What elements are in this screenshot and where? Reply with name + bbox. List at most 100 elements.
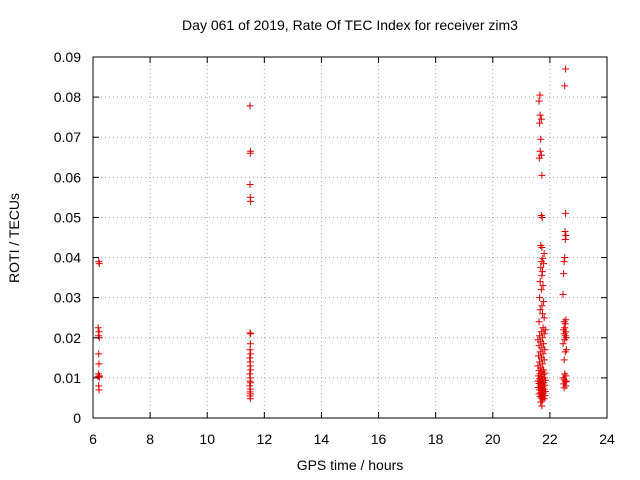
data-point-marker	[538, 272, 546, 280]
data-point-marker	[538, 171, 546, 179]
data-point-marker	[538, 334, 546, 342]
x-tick-label: 8	[146, 431, 154, 447]
data-point-marker	[538, 310, 546, 318]
y-tick-label: 0.09	[54, 49, 81, 65]
data-point-marker	[537, 115, 545, 123]
data-point-marker	[562, 65, 570, 73]
data-point-marker	[536, 392, 544, 400]
data-point-marker	[541, 388, 549, 396]
data-point-marker	[95, 260, 103, 268]
data-point-marker	[95, 350, 103, 358]
x-tick-label: 14	[314, 431, 330, 447]
data-point-marker	[246, 329, 254, 337]
x-tick-label: 22	[542, 431, 558, 447]
x-tick-label: 6	[89, 431, 97, 447]
data-point-marker	[536, 306, 544, 314]
data-point-marker	[538, 302, 546, 310]
data-point-marker	[540, 395, 548, 403]
data-point-marker	[540, 260, 548, 268]
data-point-marker	[561, 227, 569, 235]
data-point-marker	[538, 360, 546, 368]
data-point-marker	[560, 270, 568, 278]
data-point-marker	[95, 360, 103, 368]
data-point-marker	[246, 382, 254, 390]
y-axis-label: ROTI / TECUs	[6, 193, 22, 283]
data-point-marker	[95, 386, 103, 394]
x-tick-label: 10	[199, 431, 215, 447]
data-point-marker	[540, 250, 548, 258]
data-point-marker	[562, 231, 570, 239]
data-point-marker	[246, 370, 254, 378]
data-point-marker	[246, 362, 254, 370]
data-point-marker	[561, 336, 569, 344]
data-point-marker	[541, 326, 549, 334]
data-point-marker	[539, 282, 547, 290]
data-point-marker	[539, 254, 547, 262]
y-tick-label: 0.08	[54, 89, 81, 105]
data-point-marker	[535, 367, 543, 375]
data-point-marker	[535, 154, 543, 162]
y-tick-label: 0.06	[54, 169, 81, 185]
data-point-marker	[96, 373, 104, 381]
data-point-marker	[537, 135, 545, 143]
data-point-marker	[538, 244, 546, 252]
data-point-marker	[561, 82, 569, 90]
data-point-marker	[247, 366, 255, 374]
data-point-marker	[561, 236, 569, 244]
data-point-marker	[561, 320, 569, 328]
data-point-marker	[247, 197, 255, 205]
y-tick-labels: 0 0.01 0.02 0.03 0.04 0.05 0.06 0.07 0.08 0.09	[54, 49, 81, 426]
data-point-marker	[246, 181, 254, 189]
plot-frame	[92, 56, 608, 419]
x-tick-label: 20	[485, 431, 501, 447]
y-tick-label: 0.01	[54, 370, 81, 386]
data-point-marker	[559, 290, 567, 298]
x-tick-label: 18	[428, 431, 444, 447]
data-point-marker	[538, 268, 546, 276]
data-point-marker	[95, 328, 103, 336]
data-point-marker	[560, 384, 568, 392]
data-point-marker	[540, 314, 548, 322]
y-tick-label: 0.04	[54, 250, 81, 266]
axis-ticks	[92, 56, 608, 419]
data-point-marker	[541, 346, 549, 354]
data-point-marker	[536, 119, 544, 127]
data-point-marker	[246, 102, 254, 110]
data-point-marker	[562, 209, 570, 217]
data-point-marker	[246, 395, 254, 403]
data-point-marker	[541, 369, 549, 377]
y-tick-label: 0.02	[54, 330, 81, 346]
x-tick-label: 12	[257, 431, 273, 447]
data-point-marker	[537, 264, 545, 272]
data-point-marker	[536, 278, 544, 286]
data-point-marker	[540, 340, 548, 348]
data-point-marker	[247, 330, 255, 338]
data-point-marker	[561, 348, 569, 356]
data-point-marker	[560, 356, 568, 364]
y-tick-label: 0	[73, 410, 81, 426]
data-point-marker	[538, 213, 546, 221]
data-point-marker	[537, 286, 545, 294]
data-point-marker	[560, 258, 568, 266]
data-point-marker	[246, 149, 254, 157]
data-point-marker	[535, 318, 543, 326]
y-tick-label: 0.03	[54, 290, 81, 306]
x-tick-labels: 6 8 10 12 14 16 18 20 22 24	[89, 431, 615, 447]
data-point-marker	[540, 330, 548, 338]
grid	[93, 57, 607, 418]
data-point-marker	[246, 354, 254, 362]
data-point-marker	[559, 340, 567, 348]
x-tick-label: 24	[599, 431, 615, 447]
data-point-marker	[538, 402, 546, 410]
data-point-marker	[246, 340, 254, 348]
x-tick-label: 16	[371, 431, 387, 447]
data-point-marker	[94, 324, 102, 332]
data-point-marker	[247, 350, 255, 358]
data-point-marker	[536, 91, 544, 99]
data-point-marker	[535, 97, 543, 105]
data-point-marker	[540, 298, 548, 306]
y-tick-label: 0.05	[54, 209, 81, 225]
data-point-marker	[561, 254, 569, 262]
data-point-marker	[536, 294, 544, 302]
